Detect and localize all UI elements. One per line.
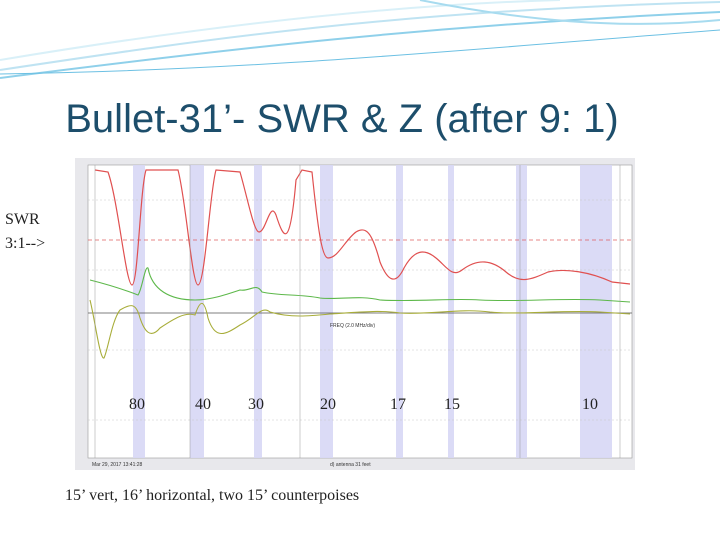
band-label: 15 [444,396,460,413]
file-name: d) antenna 31 feet [330,462,371,468]
side-label: SWR [5,211,40,228]
band-label: 10 [582,396,598,413]
band-label: 40 [195,396,211,413]
band-label: 30 [248,396,264,413]
markers [94,165,621,458]
caption: 15’ vert, 16’ horizontal, two 15’ counte… [65,487,359,504]
band-label: 17 [390,396,406,413]
analyzer-screen: FREQ (2.0 MHz/div) Mar 29, 2017 13:41:28… [75,158,635,470]
slide-title: Bullet-31’- SWR & Z (after 9: 1) [65,97,618,141]
header-waves [0,0,720,79]
x-axis-label: FREQ (2.0 MHz/div) [330,323,375,329]
band-label: 20 [320,396,336,413]
timestamp: Mar 29, 2017 13:41:28 [92,462,143,468]
side-label: 3:1--> [5,235,45,252]
band-label: 80 [129,396,145,413]
